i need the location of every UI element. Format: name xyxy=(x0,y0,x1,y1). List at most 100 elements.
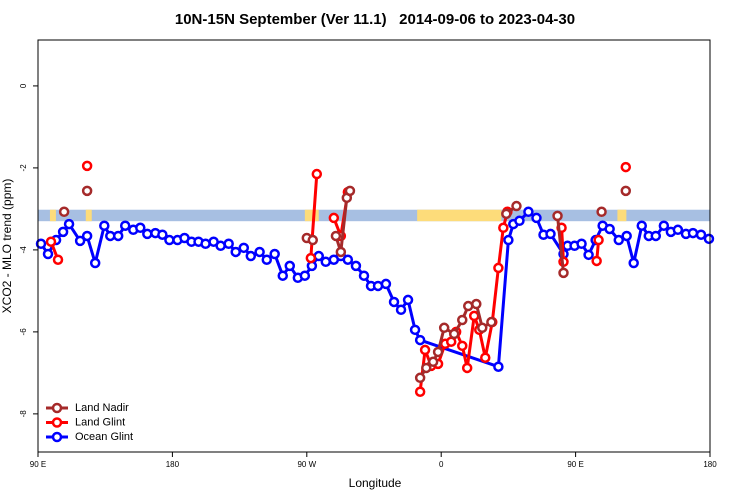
point xyxy=(81,160,93,172)
point xyxy=(480,352,491,363)
land-band xyxy=(85,209,92,222)
point xyxy=(514,215,525,227)
point xyxy=(503,234,514,246)
point xyxy=(81,230,93,242)
legend-marker xyxy=(51,417,63,428)
point xyxy=(284,260,296,272)
point xyxy=(621,230,632,242)
point xyxy=(358,270,370,281)
land-band xyxy=(417,209,502,222)
point xyxy=(556,222,567,234)
point xyxy=(583,249,594,261)
point xyxy=(498,222,509,234)
x-tick-label: 90 W xyxy=(297,460,316,469)
point xyxy=(57,226,69,238)
point xyxy=(545,228,556,240)
y-tick-label: -6 xyxy=(19,328,28,336)
land-band xyxy=(49,209,56,222)
point xyxy=(421,362,432,374)
legend-marker xyxy=(51,402,63,414)
point xyxy=(636,220,648,231)
point xyxy=(468,310,480,322)
point xyxy=(414,334,426,346)
point xyxy=(493,361,504,372)
land-band xyxy=(304,209,319,222)
point xyxy=(269,248,280,260)
point xyxy=(99,220,110,231)
y-axis-label: XCO2 - MLO trend (ppm) xyxy=(0,179,14,314)
point xyxy=(687,227,699,239)
point xyxy=(388,296,400,308)
point xyxy=(658,220,670,231)
point xyxy=(58,206,70,218)
point xyxy=(350,260,362,272)
point xyxy=(438,322,450,334)
point xyxy=(620,185,632,197)
point xyxy=(695,229,707,240)
point xyxy=(628,257,639,269)
point xyxy=(215,240,226,252)
point xyxy=(63,218,75,230)
point xyxy=(604,223,615,235)
surface-band xyxy=(38,209,710,222)
point xyxy=(432,346,444,358)
point xyxy=(558,256,569,268)
point xyxy=(552,210,563,222)
point xyxy=(427,356,439,368)
y-tick-label: -2 xyxy=(19,164,28,172)
point xyxy=(620,161,632,173)
point xyxy=(328,212,340,224)
point xyxy=(74,235,86,247)
legend-label: Land Glint xyxy=(75,416,125,428)
point xyxy=(409,324,421,336)
x-axis-label: Longitude xyxy=(349,476,402,490)
series-line xyxy=(51,167,626,392)
point xyxy=(461,362,473,374)
point xyxy=(593,234,604,246)
point xyxy=(305,252,317,264)
point xyxy=(277,270,289,281)
y-tick-label: -8 xyxy=(19,410,28,418)
point xyxy=(501,208,512,220)
point xyxy=(45,236,57,247)
point xyxy=(330,230,342,242)
point xyxy=(142,228,153,240)
point xyxy=(448,328,460,340)
point xyxy=(471,298,482,310)
point xyxy=(703,233,715,245)
legend-label: Land Nadir xyxy=(75,402,129,414)
point xyxy=(42,248,54,260)
point xyxy=(457,314,468,326)
x-tick-label: 90 E xyxy=(30,460,46,469)
legend-marker xyxy=(51,431,63,443)
x-tick-label: 90 E xyxy=(567,460,583,469)
point xyxy=(576,238,587,249)
point xyxy=(342,254,354,265)
point xyxy=(299,270,311,281)
point xyxy=(35,238,47,249)
point xyxy=(223,238,234,249)
point xyxy=(672,224,684,236)
point xyxy=(395,304,407,315)
y-tick-label: 0 xyxy=(19,83,28,88)
point xyxy=(591,255,602,267)
land-band xyxy=(617,209,627,222)
point xyxy=(462,300,474,312)
point xyxy=(335,246,347,258)
point xyxy=(380,278,392,290)
point xyxy=(311,168,323,180)
point xyxy=(493,262,504,274)
chart-title: 10N-15N September (Ver 11.1) 2014-09-06 … xyxy=(175,11,575,28)
legend-label: Ocean Glint xyxy=(75,431,133,443)
plot-frame xyxy=(37,39,711,453)
point xyxy=(157,229,168,240)
point xyxy=(457,340,468,352)
point xyxy=(261,254,273,265)
point xyxy=(414,386,426,397)
point xyxy=(320,256,332,268)
point xyxy=(81,185,93,197)
y-tick-label: -4 xyxy=(19,246,28,254)
point xyxy=(523,206,534,218)
point xyxy=(596,206,607,218)
